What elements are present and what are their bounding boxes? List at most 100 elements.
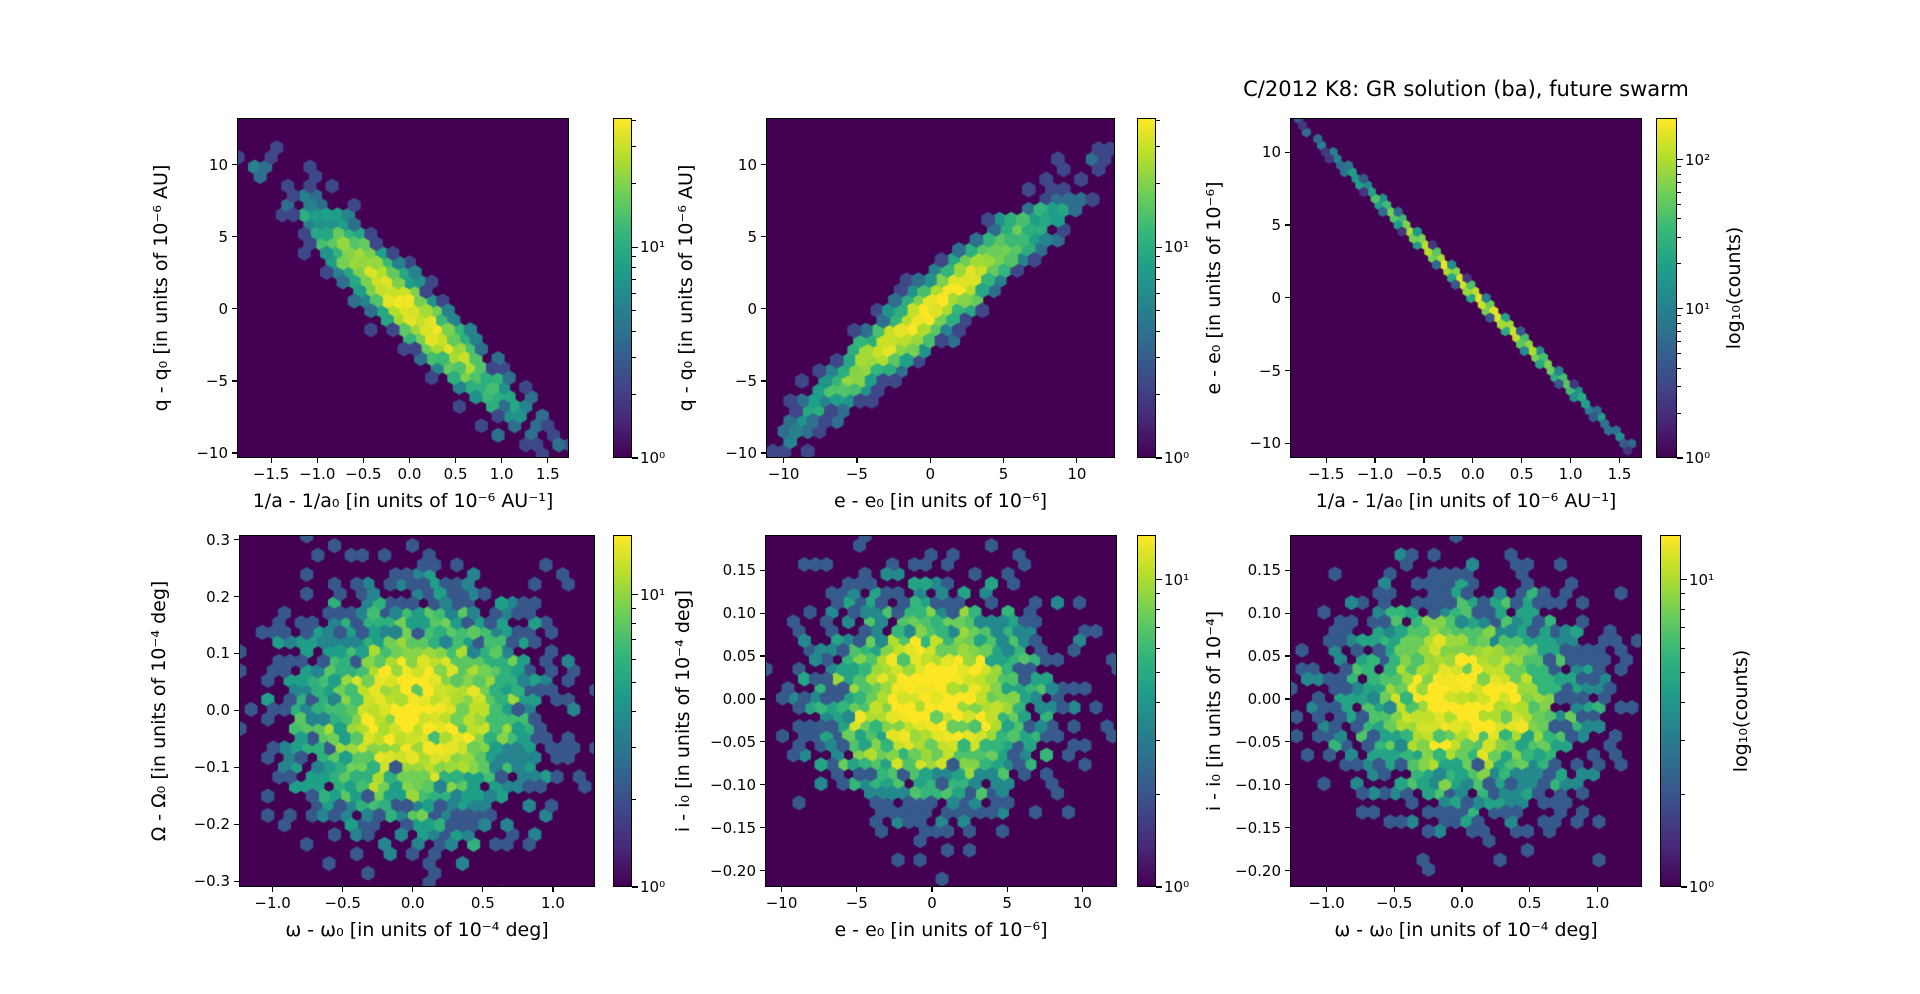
- colorbar-minor-tick: [1677, 218, 1681, 220]
- y-tick-label: −0.15: [710, 818, 756, 837]
- x-tick-mark: [1325, 458, 1327, 463]
- x-tick-label: −1.5: [252, 465, 290, 483]
- x-tick-mark: [1006, 887, 1008, 892]
- colorbar-minor-tick: [1677, 192, 1681, 194]
- y-tick-label: −0.2: [193, 815, 230, 834]
- x-tick-label: −1.0: [1308, 894, 1345, 912]
- x-tick-label: −0.5: [324, 894, 361, 912]
- y-tick-mark: [1285, 870, 1290, 872]
- x-tick-mark: [1570, 458, 1572, 463]
- x-tick-label: 0: [925, 465, 936, 483]
- x-tick-label: −0.5: [1376, 894, 1413, 912]
- hexbin-canvas: [767, 119, 1114, 457]
- x-tick-label: −1.0: [254, 894, 291, 912]
- x-tick-mark: [780, 887, 783, 892]
- colorbar: [613, 118, 632, 458]
- colorbar-major-tick: [1156, 246, 1162, 248]
- colorbar-minor-tick: [1156, 626, 1160, 628]
- hexbin-canvas: [766, 536, 1116, 886]
- x-tick-mark: [501, 458, 503, 463]
- y-tick-mark: [760, 784, 765, 786]
- y-tick-label: 0: [218, 299, 228, 318]
- colorbar-minor-tick: [1677, 165, 1681, 167]
- x-tick-label: 10: [1072, 894, 1092, 912]
- x-tick-mark: [1423, 458, 1425, 463]
- y-tick-mark: [232, 164, 237, 166]
- y-tick-label: 0: [747, 299, 757, 318]
- y-tick-mark: [232, 236, 237, 238]
- colorbar-tick-label: 10⁰: [1164, 449, 1190, 467]
- colorbar-minor-tick: [632, 119, 636, 121]
- colorbar-minor-tick: [1156, 293, 1160, 295]
- colorbar-minor-tick: [1681, 593, 1685, 595]
- y-tick-label: 0.00: [1247, 689, 1281, 708]
- colorbar-minor-tick: [632, 607, 636, 609]
- x-tick-mark: [1618, 458, 1621, 463]
- y-tick-mark: [1285, 741, 1290, 743]
- y-tick-mark: [761, 452, 766, 454]
- colorbar-minor-tick: [632, 279, 636, 281]
- colorbar-minor-tick: [632, 710, 636, 712]
- colorbar-minor-tick: [1677, 182, 1681, 184]
- colorbar-minor-tick: [1156, 671, 1160, 673]
- x-tick-label: 0: [927, 894, 937, 912]
- colorbar-minor-tick: [1156, 146, 1160, 148]
- y-axis-label: Ω - Ω₀ [in units of 10⁻⁴ deg]: [148, 580, 170, 842]
- colorbar-minor-tick: [1681, 701, 1685, 703]
- y-tick-mark: [1285, 224, 1290, 226]
- colorbar-minor-tick: [1677, 204, 1681, 205]
- plot-area: [765, 535, 1117, 887]
- x-tick-mark: [1081, 887, 1083, 892]
- y-tick-label: −0.20: [710, 861, 756, 880]
- y-tick-mark: [1285, 612, 1290, 614]
- y-tick-label: 10: [1261, 143, 1281, 162]
- colorbar-major-tick: [632, 594, 638, 596]
- y-tick-mark: [761, 308, 766, 310]
- colorbar-tick-label: 10⁰: [640, 878, 666, 896]
- colorbar-minor-tick: [1681, 647, 1685, 649]
- y-tick-label: 0: [1271, 288, 1281, 307]
- x-tick-label: 0.5: [470, 894, 495, 912]
- y-tick-label: 10: [737, 155, 757, 174]
- x-tick-mark: [408, 458, 411, 463]
- y-tick-mark: [1285, 297, 1290, 299]
- y-tick-mark: [234, 823, 239, 825]
- colorbar-minor-tick: [632, 256, 636, 258]
- colorbar-major-tick: [1156, 579, 1162, 581]
- colorbar: [1660, 535, 1681, 887]
- colorbar-minor-tick: [1156, 330, 1160, 332]
- y-tick-mark: [1285, 151, 1290, 153]
- y-axis-label: e - e₀ [in units of 10⁻⁶]: [1203, 181, 1225, 395]
- colorbar-label: log₁₀(counts): [1723, 226, 1745, 350]
- colorbar-minor-tick: [632, 394, 636, 396]
- x-tick-label: 5: [1002, 894, 1012, 912]
- colorbar-minor-tick: [1677, 263, 1681, 265]
- y-tick-label: 0.3: [206, 530, 230, 549]
- x-tick-label: 0.5: [443, 465, 468, 483]
- y-tick-label: −0.10: [710, 775, 756, 794]
- x-tick-mark: [856, 458, 858, 463]
- colorbar-minor-tick: [1677, 322, 1681, 324]
- colorbar-tick-label: 10¹: [1164, 570, 1190, 589]
- y-tick-mark: [1285, 784, 1290, 786]
- x-tick-mark: [1529, 887, 1531, 892]
- x-axis-label: 1/a - 1/a₀ [in units of 10⁻⁶ AU⁻¹]: [1315, 490, 1617, 512]
- x-tick-mark: [362, 458, 364, 463]
- x-tick-label: 0.0: [397, 465, 422, 483]
- y-tick-label: 0.1: [206, 644, 230, 663]
- colorbar-tick-label: 10¹: [640, 585, 666, 604]
- y-tick-mark: [760, 569, 765, 571]
- y-tick-label: −10: [1249, 434, 1281, 453]
- x-tick-label: 1.0: [489, 465, 514, 483]
- y-tick-label: 5: [218, 227, 228, 246]
- x-axis-label: e - e₀ [in units of 10⁻⁶]: [834, 919, 1048, 941]
- x-tick-label: 0.0: [1460, 465, 1485, 483]
- colorbar-minor-tick: [1677, 173, 1681, 175]
- y-tick-label: 0.0: [206, 701, 230, 720]
- hexbin-canvas: [238, 119, 568, 457]
- x-tick-mark: [929, 458, 931, 463]
- colorbar: [1656, 118, 1677, 458]
- y-tick-mark: [760, 655, 765, 657]
